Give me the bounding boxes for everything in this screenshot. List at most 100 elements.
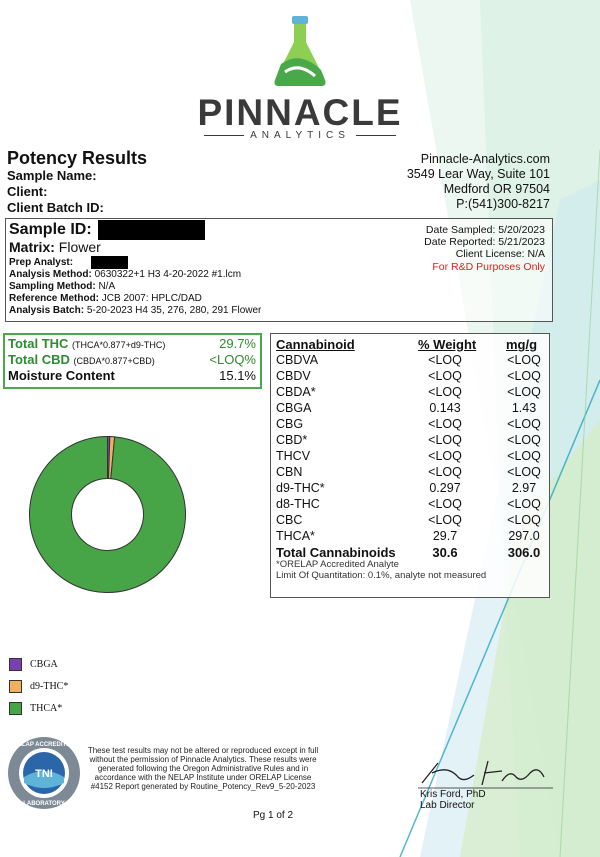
brand-name: PINNACLE <box>197 92 403 133</box>
cannabinoid-name: CBN <box>276 465 303 479</box>
table-row: CBGA 0.143 1.43 <box>276 401 544 417</box>
col-header-cannabinoid: Cannabinoid <box>276 337 355 352</box>
client-batch-label: Client Batch ID: <box>7 200 104 215</box>
table-row: CBG <LOQ <LOQ <box>276 417 544 433</box>
mg-per-g: <LOQ <box>507 449 541 463</box>
table-row: CBDV <LOQ <LOQ <box>276 369 544 385</box>
cannabinoid-table <box>270 333 550 598</box>
total-cannabinoids-row: Total Cannabinoids 30.6 306.0 <box>276 545 541 560</box>
table-row: THCA* 29.7 297.0 <box>276 529 544 545</box>
date-sampled: Date Sampled: 5/20/2023 <box>425 224 545 236</box>
percent-weight: <LOQ <box>428 465 462 479</box>
mg-per-g: 297.0 <box>508 529 540 543</box>
legend-swatch <box>9 680 22 693</box>
sample-id-label: Sample ID: <box>9 221 92 238</box>
table-row: CBN <LOQ <LOQ <box>276 465 544 481</box>
svg-text:LABORATORY: LABORATORY <box>23 801 65 807</box>
svg-text:NELAP ACCREDITED: NELAP ACCREDITED <box>13 742 75 748</box>
mg-per-g: <LOQ <box>507 353 541 367</box>
cannabinoid-name: CBD* <box>276 433 308 447</box>
table-row: d9-THC* 0.297 2.97 <box>276 481 544 497</box>
flask-logo-icon <box>274 16 326 86</box>
donut-slice-thca <box>29 435 186 593</box>
percent-weight: 0.297 <box>429 481 461 495</box>
cannabinoid-name: THCV <box>276 449 311 463</box>
lab-city: Medford OR 97504 <box>443 182 550 196</box>
table-row: CBDA* <LOQ <LOQ <box>276 385 544 401</box>
signer-block: Kris Ford, PhD Lab Director <box>420 789 486 811</box>
redacted-sample-id <box>98 220 205 240</box>
cannabinoid-name: CBC <box>276 513 303 527</box>
mg-per-g: <LOQ <box>507 369 541 383</box>
sampling-method-line: Sampling Method: N/A <box>9 281 116 292</box>
table-row: d8-THC <LOQ <LOQ <box>276 497 544 513</box>
signer-title: Lab Director <box>420 800 475 811</box>
mg-per-g: <LOQ <box>507 385 541 399</box>
percent-weight: <LOQ <box>428 353 462 367</box>
total-thc-row: Total THC (THCA*0.877+d9-THC) 29.7% <box>8 336 256 351</box>
percent-weight: <LOQ <box>428 417 462 431</box>
table-row: CBD* <LOQ <LOQ <box>276 433 544 449</box>
client-license: Client License: N/A <box>455 248 545 260</box>
mg-per-g: <LOQ <box>507 497 541 511</box>
percent-weight: <LOQ <box>428 497 462 511</box>
legend-item-cbga: CBGA <box>9 658 58 671</box>
mg-per-g: <LOQ <box>507 433 541 447</box>
total-cbd-value: <LOQ% <box>209 352 256 367</box>
mg-per-g: 1.43 <box>511 401 537 415</box>
col-header-mgg: mg/g <box>506 337 538 352</box>
legend-swatch <box>9 702 22 715</box>
percent-weight: <LOQ <box>428 449 462 463</box>
table-row: CBC <LOQ <LOQ <box>276 513 544 529</box>
totals-box <box>3 333 262 389</box>
mg-per-g: 2.97 <box>511 481 537 495</box>
reference-method-line: Reference Method: JCB 2007: HPLC/DAD <box>9 293 202 304</box>
col-header-weight: % Weight <box>418 337 477 352</box>
percent-weight: <LOQ <box>428 385 462 399</box>
cannabinoid-name: THCA* <box>276 529 315 543</box>
legend-swatch <box>9 658 22 671</box>
percent-weight: 29.7 <box>432 529 458 543</box>
orelap-note: *ORELAP Accredited Analyte <box>276 559 399 570</box>
mg-per-g: <LOQ <box>507 465 541 479</box>
cannabinoid-name: CBDV <box>276 369 311 383</box>
cannabinoid-name: CBG <box>276 417 304 431</box>
mg-per-g: <LOQ <box>507 513 541 527</box>
analysis-batch-line: Analysis Batch: 5-20-2023 H4 35, 276, 28… <box>9 305 262 316</box>
analysis-method-line: Analysis Method: 0630322+1 H3 4-20-2022 … <box>9 269 242 280</box>
percent-weight: <LOQ <box>428 369 462 383</box>
table-row: THCV <LOQ <LOQ <box>276 449 544 465</box>
lab-website: Pinnacle-Analytics.com <box>420 152 550 166</box>
date-reported: Date Reported: 5/21/2023 <box>424 236 545 248</box>
brand-subtitle: ANALYTICS <box>0 130 600 141</box>
signature-icon <box>418 760 553 789</box>
cannabinoid-name: CBGA <box>276 401 312 415</box>
svg-text:TNI: TNI <box>35 768 53 780</box>
matrix-line: Matrix: Flower <box>9 239 101 255</box>
total-thc-value: 29.7% <box>219 336 256 351</box>
cannabinoid-name: CBDA* <box>276 385 316 399</box>
page-number: Pg 1 of 2 <box>253 810 294 821</box>
sample-name-label: Sample Name: <box>7 168 97 183</box>
signer-name: Kris Ford, PhD <box>420 789 486 800</box>
moisture-row: Moisture Content 15.1% <box>8 368 256 383</box>
loq-note: Limit Of Quantitation: 0.1%, analyte not… <box>276 570 487 581</box>
cannabinoid-name: CBDVA <box>276 353 319 367</box>
percent-weight: 0.143 <box>429 401 461 415</box>
legend-item-d9-thc: d9-THC* <box>9 680 68 693</box>
legend-item-thca: THCA* <box>9 702 62 715</box>
lab-street: 3549 Lear Way, Suite 101 <box>406 167 550 181</box>
percent-weight: <LOQ <box>428 513 462 527</box>
nelap-seal-icon: TNI NELAP ACCREDITED LABORATORY <box>8 737 80 809</box>
cannabinoid-name: d9-THC* <box>276 481 325 495</box>
cannabinoid-name: d8-THC <box>276 497 320 511</box>
redacted-analyst <box>91 256 128 269</box>
cannabinoid-donut-chart <box>29 435 186 593</box>
mg-per-g: <LOQ <box>507 417 541 431</box>
percent-weight: <LOQ <box>428 433 462 447</box>
page-title: Potency Results <box>7 148 148 168</box>
table-row: CBDVA <LOQ <LOQ <box>276 353 544 369</box>
disclaimer-text: These test results may not be altered or… <box>87 746 319 791</box>
lab-phone: P:(541)300-8217 <box>456 197 550 211</box>
moisture-value: 15.1% <box>219 368 256 383</box>
